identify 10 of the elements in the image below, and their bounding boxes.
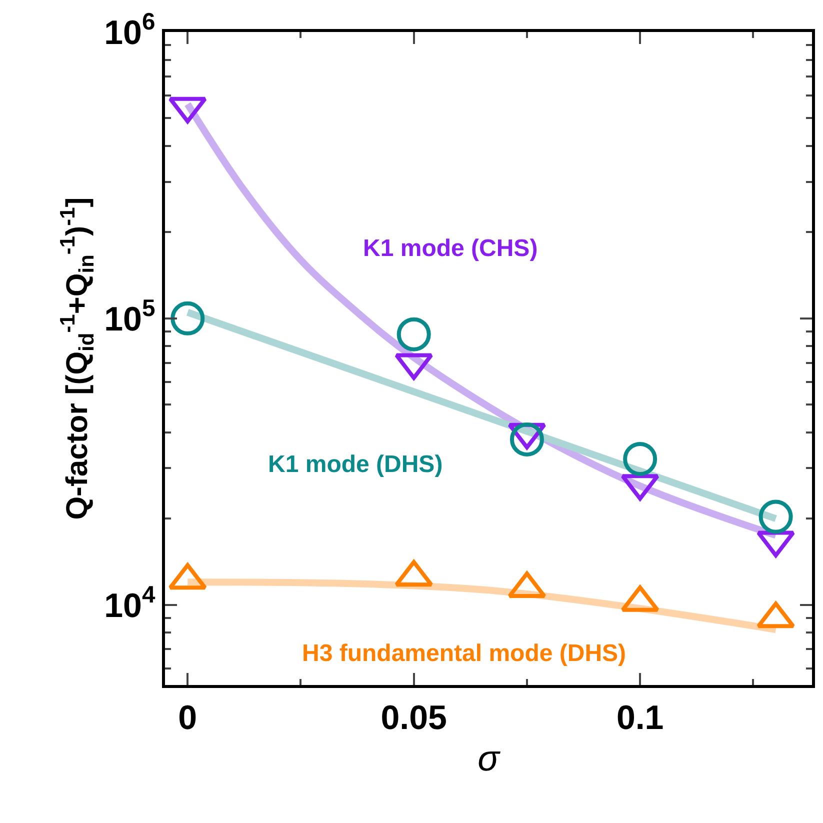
y-tick-label: 10$^{5}$: [104, 295, 156, 338]
text: K1 mode (DHS): [268, 451, 443, 478]
x-tick-label: 0.1: [616, 698, 664, 737]
y-tick-label: 10$^{4}$: [104, 581, 156, 625]
x-axis-title: σ: [478, 738, 501, 778]
x-tick-label: 0: [178, 698, 198, 737]
series-label: H3 fundamental mode (DHS): [302, 640, 626, 667]
y-tick-label: 10$^{6}$: [104, 8, 156, 52]
x-tick-label: 0.05: [380, 698, 447, 737]
text: K1 mode (CHS): [363, 235, 538, 262]
